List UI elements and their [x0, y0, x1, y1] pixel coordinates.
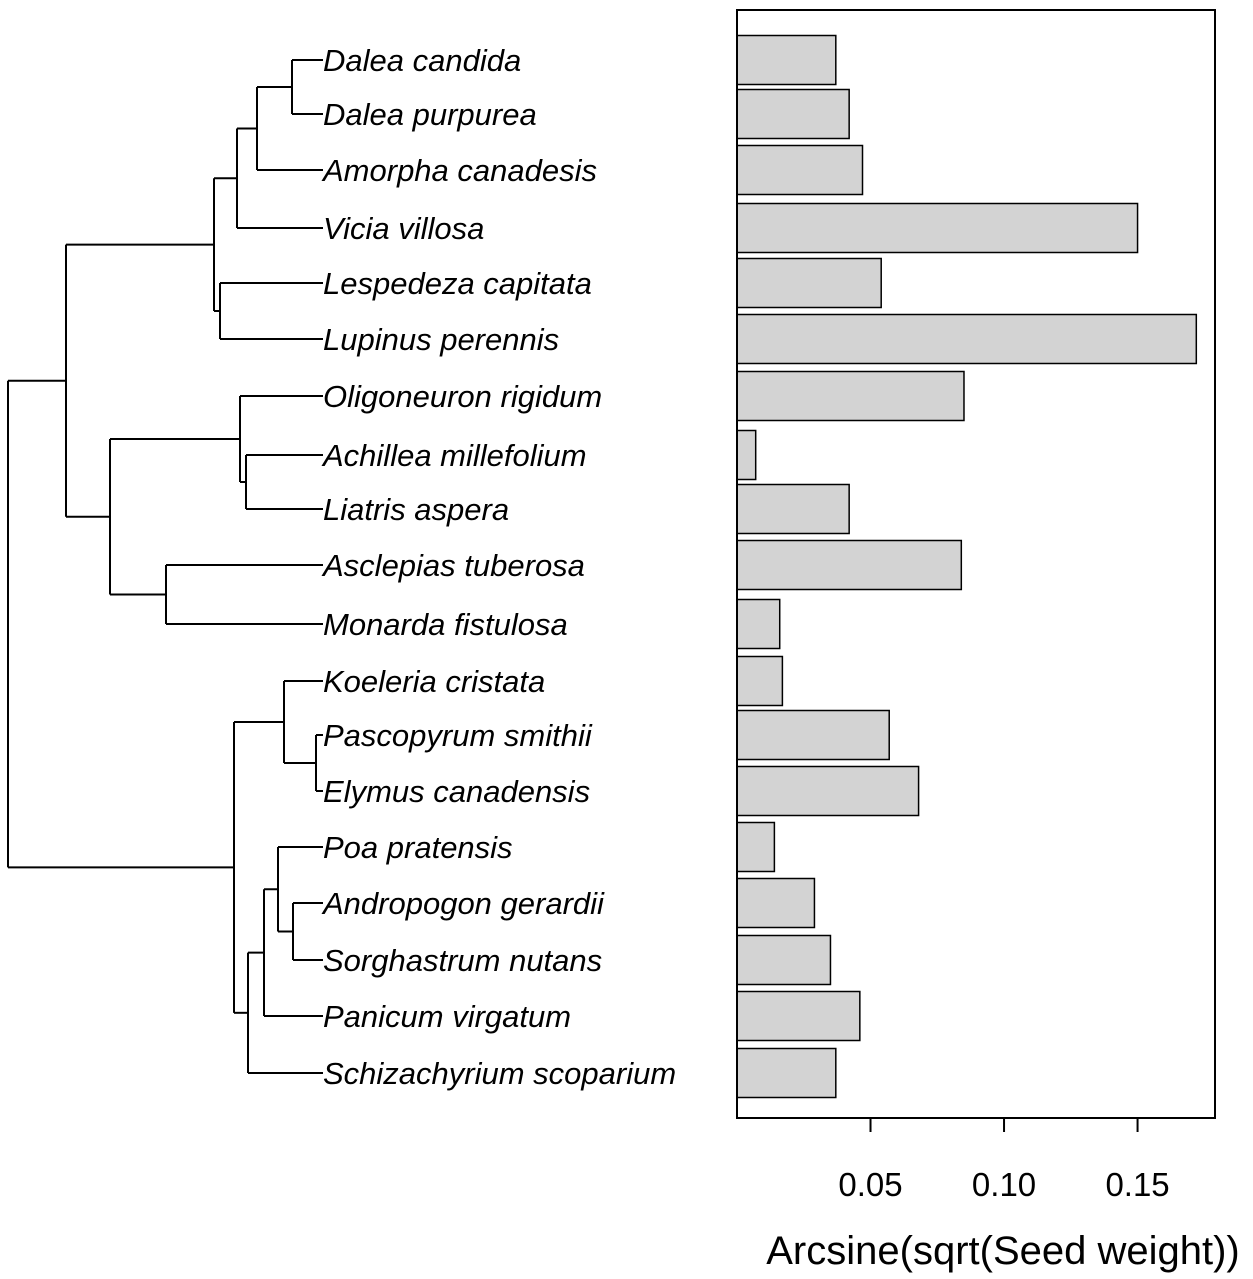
species-label: Pascopyrum smithii	[323, 718, 593, 753]
species-label: Koeleria cristata	[323, 664, 545, 699]
species-label: Vicia villosa	[323, 211, 484, 246]
bar-achillea-millefolium	[736, 429, 757, 481]
species-label: Andropogon gerardii	[321, 886, 605, 921]
species-label: Monarda fistulosa	[323, 607, 568, 642]
bar-liatris-aspera	[736, 483, 850, 535]
bar-andropogon-gerardii	[736, 877, 816, 929]
species-label: Panicum virgatum	[323, 999, 571, 1034]
species-label: Liatris aspera	[323, 492, 509, 527]
species-label: Dalea candida	[323, 43, 521, 78]
x-tick-label: 0.10	[972, 1166, 1036, 1203]
species-label: Achillea millefolium	[321, 438, 587, 473]
bar-dalea-candida	[736, 34, 837, 86]
species-label: Sorghastrum nutans	[323, 943, 602, 978]
species-label: Asclepias tuberosa	[321, 548, 585, 583]
bar-amorpha-canadesis	[736, 144, 864, 196]
species-labels: Dalea candida Dalea purpurea Amorpha canad…	[321, 43, 676, 1091]
bar-asclepias-tuberosa	[736, 539, 963, 591]
bar-vicia-villosa	[736, 202, 1139, 254]
x-tick-label: 0.05	[838, 1166, 902, 1203]
bar-lespedeza-capitata	[736, 257, 882, 309]
species-label: Oligoneuron rigidum	[323, 379, 602, 414]
species-label: Amorpha canadesis	[321, 153, 597, 188]
bar-sorghastrum-nutans	[736, 934, 832, 986]
x-axis-title: Arcsine(sqrt(Seed weight))	[766, 1229, 1240, 1273]
plot-frame	[736, 9, 1216, 1119]
bar-dalea-purpurea	[736, 88, 850, 140]
species-label: Schizachyrium scoparium	[323, 1056, 676, 1091]
phylogenetic-tree	[7, 59, 323, 1074]
x-tick-label: 0.15	[1105, 1166, 1169, 1203]
x-axis: 0.05 0.10 0.15	[838, 1118, 1170, 1203]
bar-pascopyrum-smithii	[736, 709, 890, 761]
bar-poa-pratensis	[736, 821, 776, 873]
bar-lupinus-perennis	[736, 313, 1198, 365]
bar-series	[736, 34, 1198, 1099]
species-label: Lupinus perennis	[323, 322, 559, 357]
bar-panicum-virgatum	[736, 990, 861, 1042]
species-label: Elymus canadensis	[323, 774, 590, 809]
species-label: Lespedeza capitata	[323, 266, 592, 301]
bar-oligoneuron-rigidum	[736, 370, 965, 422]
species-label: Dalea purpurea	[323, 97, 537, 132]
bar-koeleria-cristata	[736, 655, 784, 707]
bar-schizachyrium-scoparium	[736, 1047, 837, 1099]
species-label: Poa pratensis	[323, 830, 513, 865]
bar-monarda-fistulosa	[736, 598, 781, 650]
bar-elymus-canadensis	[736, 765, 920, 817]
